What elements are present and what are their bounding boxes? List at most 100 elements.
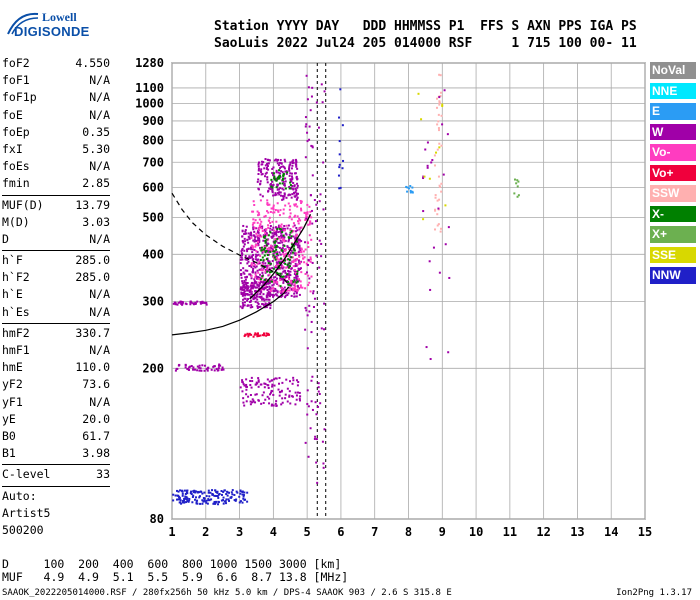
echo-point [278,382,281,385]
echo-point [281,177,284,180]
y-tick-label: 80 [150,512,164,526]
echo-point [245,225,248,228]
echo-point [297,381,300,384]
echo-point [186,492,189,495]
echo-point [253,221,256,224]
echo-point [261,163,264,166]
echo-point [296,272,299,275]
echo-point [342,159,345,162]
echo-point [282,281,285,284]
echo-point [308,310,311,313]
echo-point [517,194,520,197]
echo-point [188,497,191,500]
echo-point [255,333,258,336]
echo-point [279,187,282,190]
echo-point [253,235,256,238]
echo-point [309,194,312,197]
echo-point [284,239,287,242]
echo-point [256,250,259,253]
echo-point [259,223,262,226]
echo-point [281,381,284,384]
echo-point [411,191,414,194]
echo-point [337,174,340,177]
echo-point [295,176,298,179]
echo-point [292,222,295,225]
echo-point [295,192,298,195]
echo-point [281,249,284,252]
echo-point [249,233,252,236]
echo-point [283,236,286,239]
param-row: h`Es N/A [2,305,110,322]
echo-point [265,258,268,261]
echo-point [323,328,326,331]
echo-point [277,226,280,229]
echo-point [285,289,288,292]
echo-point [247,260,250,263]
echo-point [294,172,297,175]
echo-point [284,232,287,235]
echo-point [258,284,261,287]
param-value: N/A [89,107,110,122]
echo-point [288,166,291,169]
echo-point [263,236,266,239]
echo-point [259,193,262,196]
echo-point [277,388,280,391]
echo-point [320,242,323,245]
echo-point [424,148,427,151]
echo-point [265,244,268,247]
echo-point [307,284,310,287]
echo-point [284,271,287,274]
echo-point [257,335,260,338]
echo-point [290,196,293,199]
echo-point [290,294,293,297]
echo-point [272,204,275,207]
echo-point [259,278,262,281]
echo-point [269,221,272,224]
echo-point [271,267,274,270]
echo-point [273,294,276,297]
echo-point [289,402,292,405]
legend-item-x-: X+ [650,226,696,243]
echo-point [250,231,253,234]
param-value: 3.03 [82,214,110,229]
echo-point [245,383,248,386]
echo-point [304,125,307,128]
echo-point [295,398,298,401]
echo-point [301,254,304,257]
echo-point [338,116,341,119]
echo-point [204,301,207,304]
echo-point [241,501,244,504]
echo-point [250,293,253,296]
echo-point [440,227,443,230]
echo-point [288,276,291,279]
echo-point [268,219,271,222]
echo-point [254,255,257,258]
echo-point [318,393,321,396]
echo-point [269,286,272,289]
echo-point [282,270,285,273]
param-row: D N/A [2,232,110,249]
echo-point [288,167,291,170]
echo-point [277,241,280,244]
echo-point [251,256,254,259]
echo-point [246,282,249,285]
echo-point [257,281,260,284]
echo-point [274,250,277,253]
echo-point [275,231,278,234]
echo-point [255,258,258,261]
echo-point [249,403,252,406]
echo-point [283,227,286,230]
echo-point [308,223,311,226]
echo-point [266,285,269,288]
echo-point [242,495,245,498]
auto-label: Auto: [2,488,37,503]
echo-point [268,203,271,206]
echo-point [282,288,285,291]
echo-point [269,293,272,296]
echo-point [288,174,291,177]
echo-point [252,335,255,338]
echo-point [289,181,292,184]
echo-point [291,187,294,190]
param-value: 20.0 [82,411,110,426]
param-label: foEs [2,159,30,174]
